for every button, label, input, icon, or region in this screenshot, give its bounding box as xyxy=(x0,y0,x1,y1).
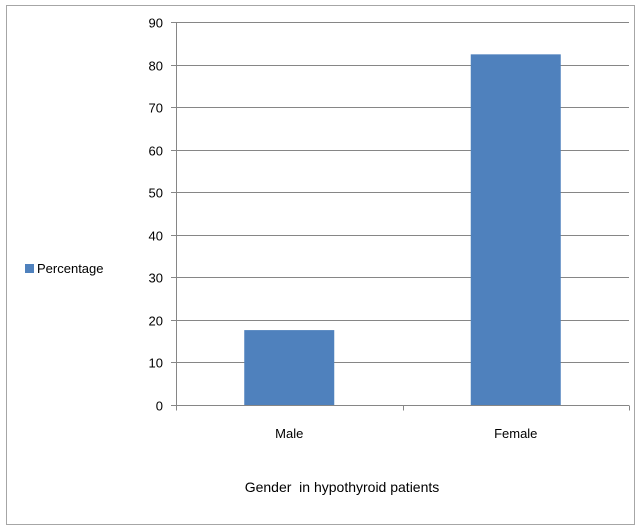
y-tick-label: 40 xyxy=(149,229,163,244)
axes xyxy=(171,22,630,411)
y-tick-label: 70 xyxy=(149,101,163,116)
y-tick-label: 20 xyxy=(149,314,163,329)
x-axis-title: Gender in hypothyroid patients xyxy=(245,479,440,495)
legend: Percentage xyxy=(25,261,104,276)
y-tick-label: 50 xyxy=(149,186,163,201)
y-tick-label: 10 xyxy=(149,356,163,371)
legend-swatch xyxy=(25,264,34,273)
x-tick-label: Female xyxy=(494,426,537,441)
y-tick-label: 60 xyxy=(149,144,163,159)
bar-male xyxy=(244,330,335,405)
bar-female xyxy=(470,54,561,405)
y-tick-label: 90 xyxy=(149,16,163,31)
tick-labels: 0 10 20 30 40 50 60 70 80 90 Male Female xyxy=(149,16,538,442)
legend-label: Percentage xyxy=(37,261,104,276)
gridlines xyxy=(176,22,629,363)
y-tick-label: 80 xyxy=(149,59,163,74)
y-tick-label: 0 xyxy=(156,399,163,414)
bars xyxy=(244,54,561,405)
x-tick-label: Male xyxy=(275,426,303,441)
y-tick-label: 30 xyxy=(149,271,163,286)
